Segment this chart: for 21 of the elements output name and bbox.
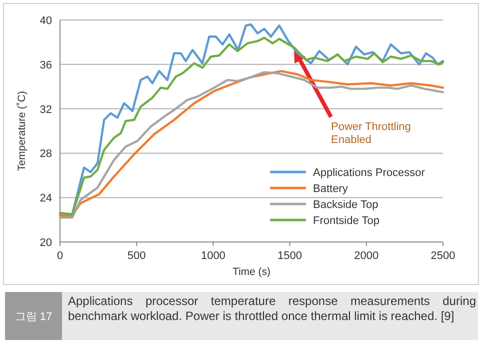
caption: 그림 17: [14, 311, 52, 323]
y-tick-label: 20: [40, 237, 52, 249]
annotation: Power Throttling Enabled: [331, 121, 411, 146]
y-tick-label: 24: [40, 192, 52, 205]
y-tick-label: 28: [40, 148, 52, 160]
legend-label: Backside Top: [313, 199, 378, 211]
y-tick-label: 40: [40, 15, 52, 27]
x-tick-label: 2500: [430, 250, 456, 262]
x-tick-label: 1500: [278, 250, 302, 262]
x-tick-label: 2000: [354, 250, 379, 262]
x-tick-label: 0: [56, 250, 64, 262]
y-tick-label: 32: [40, 104, 52, 116]
x-axis-title: Time (s): [232, 266, 271, 278]
legend-label: Applications Processor: [313, 167, 426, 179]
legend-label: Frontside Top: [313, 215, 380, 227]
x-tick-label: 500: [127, 250, 146, 262]
legend-label: Battery: [313, 183, 348, 195]
y-axis-title: Temperature (˚C): [16, 91, 28, 171]
x-tick-label: 1000: [200, 250, 226, 262]
text: Applications processor temperature response measurements during benchmark workload. Power is throttled once thermal limit is reached. [9]: [68, 294, 476, 324]
y-tick-label: 36: [40, 59, 52, 72]
